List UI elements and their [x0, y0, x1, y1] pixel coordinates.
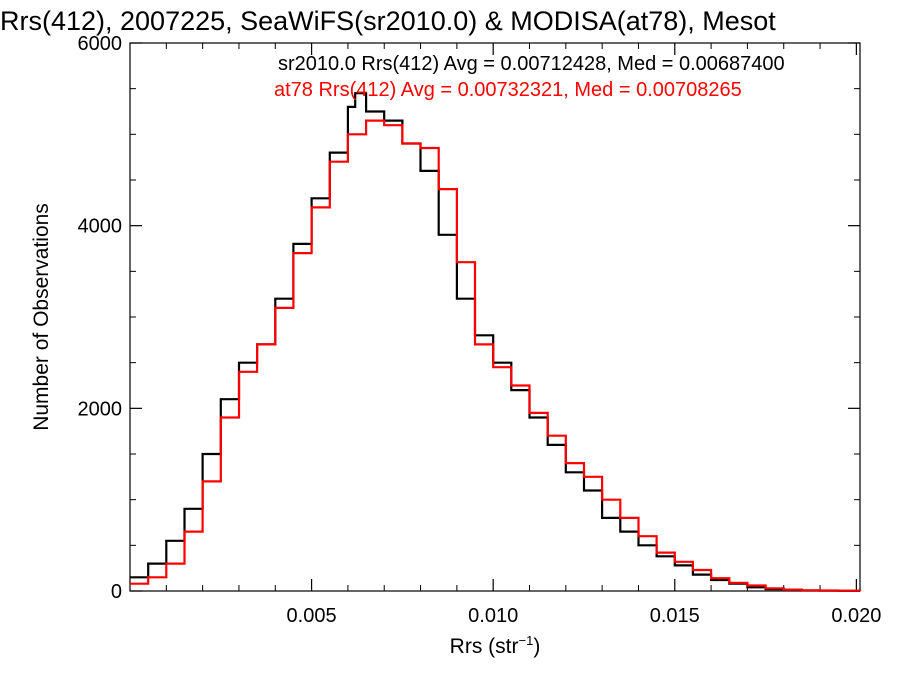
x-axis-label-superscript: −1	[519, 633, 534, 648]
x-tick-label: 0.005	[287, 605, 337, 627]
x-tick-label: 0.010	[468, 605, 518, 627]
axis-ticks	[130, 42, 860, 592]
x-tick-label: 0.020	[831, 605, 881, 627]
x-axis-label-close: )	[533, 635, 540, 658]
legend-entry-at78: at78 Rrs(412) Avg = 0.00732321, Med = 0.…	[274, 79, 742, 101]
y-tick-label: 0	[111, 581, 122, 603]
tick-labels: 0.005 0.010 0.015 0.020 0 2000 4000 6000	[78, 33, 882, 627]
y-axis-label: Number of Observations	[30, 203, 53, 431]
series-lines	[130, 92, 862, 592]
x-axis-label-text: Rrs (str	[450, 635, 519, 658]
legend-entry-sr2010: sr2010.0 Rrs(412) Avg = 0.00712428, Med …	[278, 53, 785, 75]
series-sr2010-line	[130, 92, 862, 592]
series-at78-line	[130, 119, 862, 592]
y-tick-label: 6000	[78, 33, 123, 55]
x-axis-label: Rrs (str−1)	[450, 633, 541, 658]
plot-frame	[129, 42, 861, 592]
y-tick-label: 4000	[78, 216, 123, 238]
chart-title: Rrs(412), 2007225, SeaWiFS(sr2010.0) & M…	[0, 6, 776, 36]
y-tick-label: 2000	[78, 398, 123, 420]
x-tick-label: 0.015	[650, 605, 700, 627]
